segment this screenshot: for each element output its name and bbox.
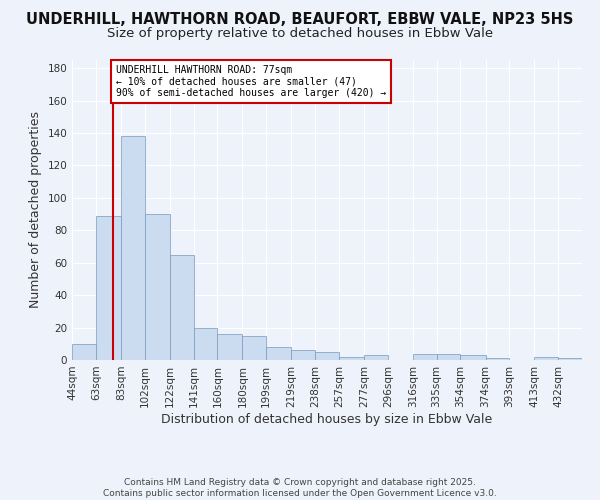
Text: UNDERHILL, HAWTHORN ROAD, BEAUFORT, EBBW VALE, NP23 5HS: UNDERHILL, HAWTHORN ROAD, BEAUFORT, EBBW… xyxy=(26,12,574,28)
Bar xyxy=(364,355,388,360)
Bar xyxy=(460,355,485,360)
Bar xyxy=(291,350,315,360)
Bar xyxy=(72,344,96,360)
Text: UNDERHILL HAWTHORN ROAD: 77sqm
← 10% of detached houses are smaller (47)
90% of : UNDERHILL HAWTHORN ROAD: 77sqm ← 10% of … xyxy=(116,65,386,98)
Bar xyxy=(194,328,217,360)
Text: Size of property relative to detached houses in Ebbw Vale: Size of property relative to detached ho… xyxy=(107,28,493,40)
Bar xyxy=(96,216,121,360)
Bar xyxy=(145,214,170,360)
Bar xyxy=(170,254,194,360)
X-axis label: Distribution of detached houses by size in Ebbw Vale: Distribution of detached houses by size … xyxy=(161,412,493,426)
Bar xyxy=(558,358,582,360)
Bar xyxy=(535,357,558,360)
Bar xyxy=(413,354,437,360)
Bar xyxy=(315,352,339,360)
Bar xyxy=(266,347,291,360)
Bar xyxy=(217,334,242,360)
Bar xyxy=(339,357,364,360)
Text: Contains HM Land Registry data © Crown copyright and database right 2025.
Contai: Contains HM Land Registry data © Crown c… xyxy=(103,478,497,498)
Y-axis label: Number of detached properties: Number of detached properties xyxy=(29,112,42,308)
Bar xyxy=(121,136,145,360)
Bar xyxy=(437,354,460,360)
Bar xyxy=(485,358,509,360)
Bar xyxy=(242,336,266,360)
